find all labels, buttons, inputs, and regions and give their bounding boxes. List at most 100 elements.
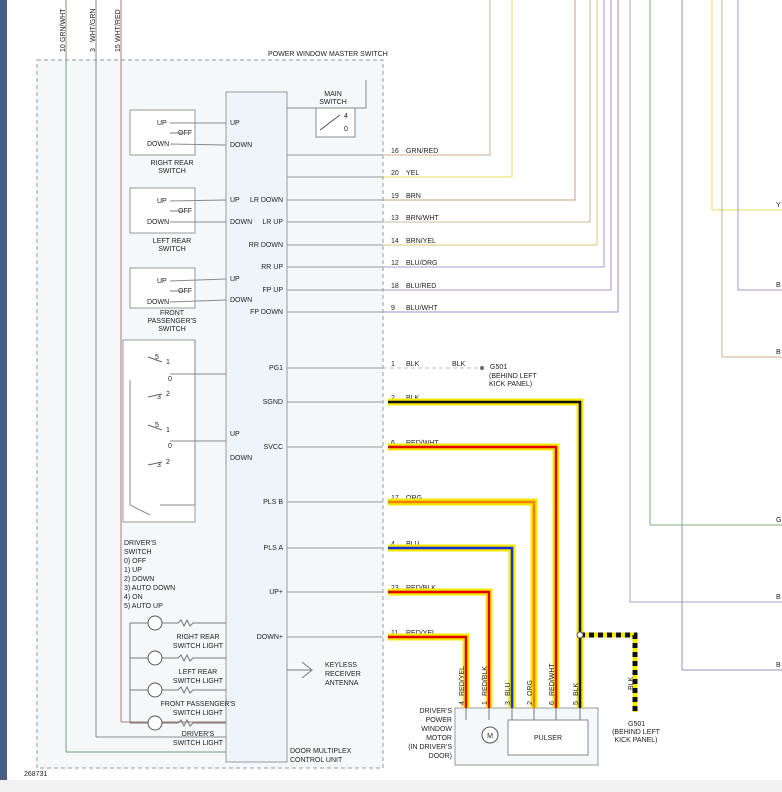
switch-state: DOWN [147,141,169,148]
wire-color: WHT/GRN [90,9,97,42]
contact-label: 0 [168,443,172,450]
switch-light [147,650,163,666]
contact-label: 1 [166,359,170,366]
switch-wire [169,299,227,303]
contact-label: 2 [166,391,170,398]
main-switch-box [315,107,356,138]
main-switch-label: SWITCH [319,99,347,106]
signal-label: PG1 [269,365,283,372]
pin-number: 19 [391,193,399,200]
ground-location: KICK PANEL) [614,737,657,744]
switch-name: SWITCH [158,168,186,175]
light-wire [130,718,226,728]
switch-name: SWITCH [158,246,186,253]
contact [147,424,163,431]
driver-switch-box [122,339,196,523]
motor-symbol [481,726,499,744]
wire-color: BRN [406,193,421,200]
edge-label: B [776,662,781,669]
control-unit-name: CONTROL UNIT [290,757,343,764]
circuit-wire [383,0,605,268]
switch-position: 4 [344,113,348,120]
contact-label: 2 [166,459,170,466]
edge-wire [649,0,782,526]
switch-wire [169,278,227,282]
contact [147,356,163,363]
ground-point [480,366,484,370]
circuit-wire [383,0,576,201]
signal-label: FP DOWN [250,309,283,316]
switch-light-label: SWITCH LIGHT [173,643,224,650]
pin-number: 11 [391,630,398,637]
control-unit-box [225,91,288,763]
antenna-label: ANTENNA [325,680,359,687]
signal-label: FP UP [263,287,284,294]
unit-input: DOWN [230,455,252,462]
pin-number: 1 [391,361,395,368]
switch-light-label: FRONT PASSENGER'S [161,701,236,708]
main-switch-wire [287,80,367,109]
motor-name: WINDOW [421,726,452,733]
pin-number: 6 [391,440,395,447]
motor-name: DRIVER'S [420,708,453,715]
switch-name: SWITCH [158,326,186,333]
signal-label: LR DOWN [250,197,283,204]
window-edge [0,0,7,792]
unit-input: UP [230,431,240,438]
switch-state: DOWN [147,219,169,226]
switch-state: DOWN [147,299,169,306]
wire-color: RED/YEL [406,630,436,637]
switch-name: LEFT REAR [153,238,191,245]
pulser-box [507,719,589,756]
unit-input: DOWN [230,297,252,304]
driver-switch-name: DRIVER'S [124,540,157,547]
wire-color: BLU [505,682,512,696]
pin-number: 4 [459,701,466,705]
pin-number: 2 [391,395,395,402]
switch-name: RIGHT REAR [150,160,193,167]
unit-input: DOWN [230,142,252,149]
wire-color: BLU/ORG [406,260,438,267]
wire-color: WHT/RED [115,9,122,42]
switch-name: PASSENGER'S [147,318,196,325]
signal-label: LR UP [262,219,283,226]
wire-color: RED/WHT [549,663,556,696]
wire-color: BLK [628,676,635,690]
switch-light-label: SWITCH LIGHT [173,710,224,717]
signal-label: SVCC [264,444,283,451]
driver-switch-legend: 2) DOWN [124,576,154,583]
pin-number: 17 [391,495,399,502]
wire-color: GRN/WHT [60,8,67,42]
main-switch-label: MAIN [324,91,342,98]
switch-light [147,682,163,698]
wire-color: BLU/WHT [406,305,438,312]
pin-number: 23 [391,585,399,592]
edge-wire [721,0,782,358]
driver-switch-legend: 3) AUTO DOWN [124,585,175,592]
pin-number: 4 [391,541,395,548]
switch-light-label: SWITCH LIGHT [173,740,224,747]
ground-wire [580,632,638,712]
switch-light-label: RIGHT REAR [176,634,219,641]
unit-input: DOWN [230,219,252,226]
wire-color: BLK [406,361,420,368]
pin-number: 16 [391,148,399,155]
driver-switch-name: SWITCH [124,549,152,556]
edge-label: B [776,282,781,289]
contact-label: 5 [155,422,159,429]
edge-wire [711,0,782,211]
circuit-wire [383,0,619,313]
edge-label: G [776,517,781,524]
circuit-wire [383,0,591,223]
harness-wire [388,445,558,708]
signal-label: UP+ [269,589,283,596]
harness-wire [388,635,468,708]
wire-color: GRN/RED [406,148,438,155]
antenna-label: RECEIVER [325,671,361,678]
harness-wire [388,500,536,708]
switch-name: FRONT [160,310,185,317]
wire-color: BLK [406,395,420,402]
pin-number: 20 [391,170,399,177]
splice [576,631,584,639]
